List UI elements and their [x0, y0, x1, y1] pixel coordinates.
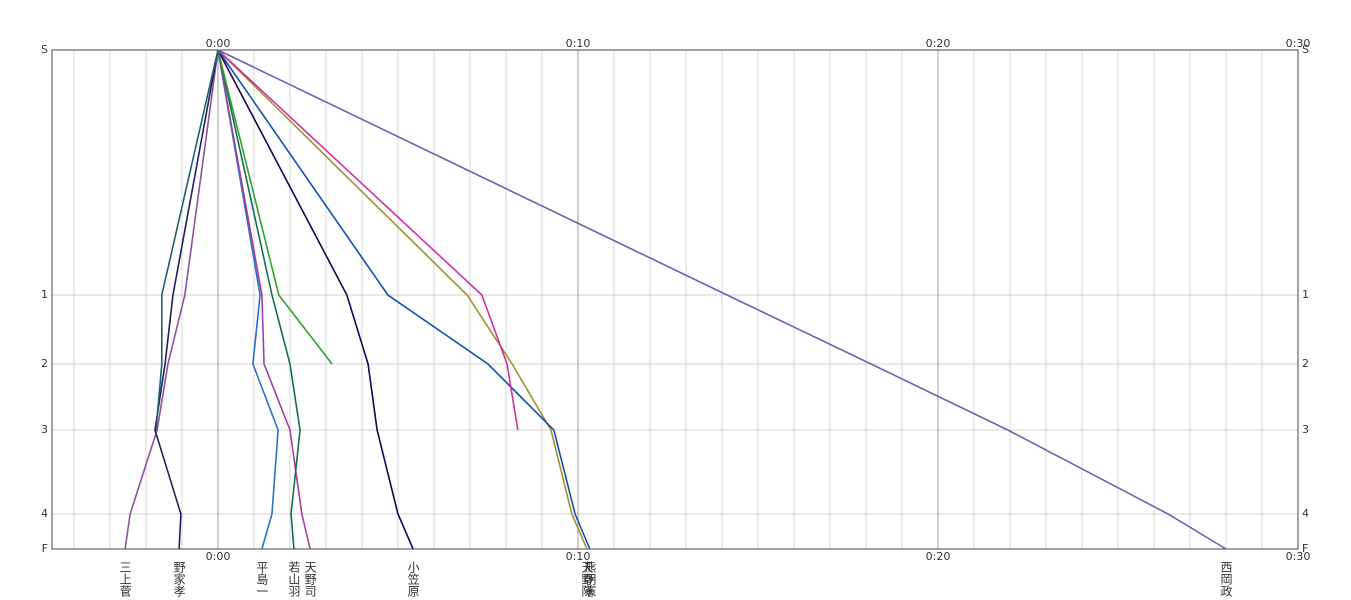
series-label: 平島一 [255, 561, 269, 597]
series-line [217, 49, 588, 550]
series-label: 小笠原 [406, 561, 420, 597]
x-tick-label: 0:30 [1286, 550, 1311, 563]
series-label: 熊朝憲 [583, 560, 597, 597]
y-tick-label: 4 [1302, 507, 1309, 520]
y-tick-label: S [41, 43, 48, 56]
series-label: 天野隊 [580, 561, 594, 597]
series-label: 野家孝 [172, 561, 186, 597]
series-line [217, 49, 301, 550]
series-line [124, 49, 219, 550]
y-tick-label: 1 [41, 288, 48, 301]
series-label: 天野司 [303, 561, 317, 597]
series-label: 三上菅 [118, 561, 132, 598]
y-tick-label: F [42, 542, 48, 555]
x-tick-label: 0:20 [926, 550, 951, 563]
plot-frame [51, 49, 1299, 550]
series-line [217, 49, 279, 550]
series-line [155, 49, 219, 431]
y-tick-label: 2 [1302, 357, 1309, 370]
x-tick-label: 0:30 [1286, 37, 1311, 50]
series-line [217, 49, 414, 550]
series-label: 若山羽 [287, 561, 301, 597]
x-tick-label: 0:00 [206, 37, 231, 50]
x-tick-label: 0:10 [566, 550, 591, 563]
series-line [217, 49, 333, 365]
x-tick-label: 0:20 [926, 37, 951, 50]
y-tick-label: 4 [41, 507, 48, 520]
y-tick-label: 3 [41, 423, 48, 436]
x-tick-label: 0:00 [206, 550, 231, 563]
y-tick-label: 1 [1302, 288, 1309, 301]
series-line [217, 49, 1227, 550]
series-line [217, 49, 311, 550]
y-tick-label: S [1302, 43, 1309, 56]
y-tick-label: 2 [41, 357, 48, 370]
series-label: 西岡政 [1219, 561, 1233, 598]
series-line [217, 49, 591, 550]
y-tick-label: F [1302, 542, 1308, 555]
series-line [217, 49, 519, 431]
x-tick-label: 0:10 [566, 37, 591, 50]
series-line [154, 49, 219, 550]
y-tick-label: 3 [1302, 423, 1309, 436]
